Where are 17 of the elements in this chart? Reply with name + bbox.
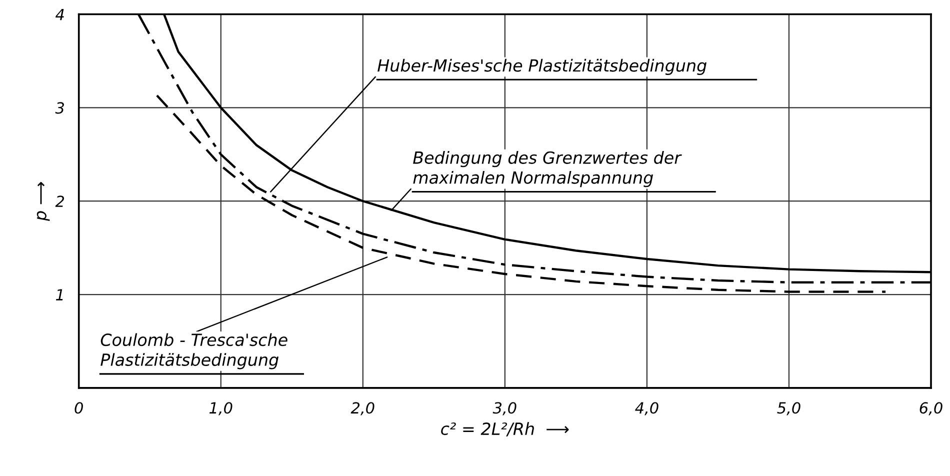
y-axis-title: p ⟶: [36, 182, 50, 222]
x-tick-label: 6,0: [920, 402, 942, 416]
y-tick-label: 2: [55, 196, 64, 207]
annotation: Huber-Mises'sche Plastizitätsbedingung: [378, 58, 706, 75]
x-tick-label: 5,0: [777, 402, 800, 416]
line-series: [156, 94, 887, 293]
y-tick-label: 3: [55, 102, 64, 114]
y-tick-label: 4: [56, 8, 64, 20]
y-tick-label: 1: [56, 289, 63, 300]
x-tick-label: 3,0: [492, 402, 516, 416]
annotation: Coulomb - Tresca'sche Plastizitätsbedingung: [100, 333, 288, 370]
annotation: Bedingung des Grenzwertes der maximalen Normalspannung: [413, 151, 682, 188]
x-tick-label: 2,0: [350, 402, 374, 416]
x-tick-label: 0: [74, 402, 83, 414]
x-tick-label: 4,0: [635, 402, 658, 416]
x-tick-label: 1,0: [209, 402, 232, 416]
x-axis-title: c² = 2L²/Rh ⟶: [441, 422, 569, 436]
